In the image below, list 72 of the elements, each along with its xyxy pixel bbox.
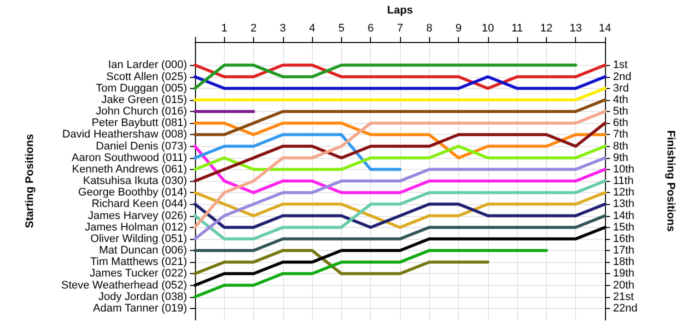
category-label: Peter Baybutt (081) — [92, 117, 187, 130]
category-label: Mat Duncan (006) — [98, 244, 187, 256]
y2-tick-label: 11th — [613, 175, 634, 187]
x-axis-title: Laps — [387, 4, 413, 16]
category-label: Richard Keen (044) — [92, 198, 187, 210]
line-series — [194, 122, 606, 182]
y2-tick-label: 13th — [613, 198, 634, 210]
x-tick-label: 8 — [426, 22, 432, 34]
x-tick-label: 3 — [280, 22, 286, 34]
line-series — [194, 122, 606, 160]
x-tick-label: 14 — [598, 22, 612, 34]
category-label: Daniel Denis (073) — [96, 140, 187, 152]
y2-tick-label: 1st — [613, 59, 628, 72]
category-label: George Boothby (014) — [78, 186, 187, 199]
y2-tick-label: 18th — [613, 256, 634, 268]
x-tick-label: 10 — [482, 22, 494, 34]
x-tick-label: 11 — [511, 22, 523, 34]
x-tick-label: 6 — [368, 22, 374, 34]
y2-tick-label: 21st — [613, 290, 634, 303]
x-tick-label: 9 — [456, 22, 462, 34]
y2-tick-label: 5th — [613, 106, 628, 118]
x-tick-label: 5 — [338, 22, 344, 34]
category-label: Oliver Wilding (051) — [90, 232, 187, 245]
category-label: Tom Duggan (005) — [96, 82, 187, 94]
x-tick-label: 2 — [250, 22, 257, 34]
category-label: Kenneth Andrews (061) — [72, 163, 187, 176]
y2-tick-label: 20th — [613, 279, 634, 292]
category-label: Katsuhisa Ikuta (030) — [83, 175, 187, 187]
y2-tick-label: 16th — [613, 232, 634, 245]
y2-tick-label: 19th — [613, 268, 634, 280]
category-label: David Heathershaw (008) — [62, 128, 187, 141]
y2-tick-label: 10th — [613, 163, 634, 176]
category-label: Adam Tanner (019) — [93, 302, 187, 314]
category-label: James Holman (012) — [84, 221, 187, 234]
x-tick-label: 1 — [221, 22, 228, 34]
y2-tick-label: 6th — [613, 117, 628, 130]
category-label: Jake Green (015) — [101, 94, 187, 106]
y2-tick-label: 22nd — [613, 302, 638, 314]
line-series — [194, 110, 606, 229]
category-label: Tim Matthews (021) — [90, 256, 187, 268]
y2-tick-label: 14th — [613, 210, 634, 222]
y2-tick-label: 12th — [613, 186, 634, 199]
category-label: James Tucker (022) — [90, 268, 187, 280]
line-series — [194, 249, 548, 298]
y2-axis-title: Finishing Positions — [664, 130, 676, 232]
y2-tick-label: 8th — [613, 140, 628, 152]
category-label: Steve Weatherhead (052) — [61, 279, 187, 292]
y2-tick-label: 7th — [613, 128, 628, 141]
y2-tick-label: 17th — [613, 244, 634, 256]
line-series — [194, 156, 606, 240]
line-series — [194, 98, 606, 136]
category-label: Aaron Southwood (011) — [72, 152, 187, 164]
category-label: John Church (016) — [96, 106, 187, 118]
x-tick-label: 7 — [396, 22, 404, 34]
line-series — [194, 191, 606, 229]
x-tick-label: 4 — [309, 22, 316, 34]
text: Starting Positions — [24, 134, 36, 228]
y2-tick-label: 15th — [613, 221, 634, 234]
line-series — [194, 180, 606, 240]
y2-tick-label: 2nd — [613, 70, 632, 83]
category-label: Jody Jordan (038) — [98, 290, 187, 303]
line-series — [194, 214, 606, 252]
line-series — [194, 133, 402, 171]
y2-tick-label: 9th — [613, 152, 628, 164]
category-label: Ian Larder (000) — [108, 59, 187, 72]
line-series — [194, 144, 606, 194]
y2-tick-label: 4th — [613, 94, 628, 106]
x-tick-label: 13 — [570, 22, 582, 34]
y2-tick-label: 3rd — [613, 82, 629, 94]
category-label: James Harvey (026) — [88, 210, 187, 222]
x-tick-label: 12 — [540, 22, 553, 34]
category-label: Scott Allen (025) — [106, 70, 187, 83]
